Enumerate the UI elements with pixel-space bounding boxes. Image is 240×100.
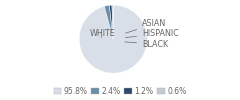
Wedge shape (109, 5, 113, 39)
Legend: 95.8%, 2.4%, 1.2%, 0.6%: 95.8%, 2.4%, 1.2%, 0.6% (51, 83, 189, 99)
Text: BLACK: BLACK (125, 40, 168, 49)
Text: HISPANIC: HISPANIC (125, 30, 179, 38)
Wedge shape (112, 5, 113, 39)
Wedge shape (79, 5, 147, 73)
Text: WHITE: WHITE (89, 30, 115, 38)
Wedge shape (104, 5, 113, 39)
Text: ASIAN: ASIAN (126, 19, 166, 33)
